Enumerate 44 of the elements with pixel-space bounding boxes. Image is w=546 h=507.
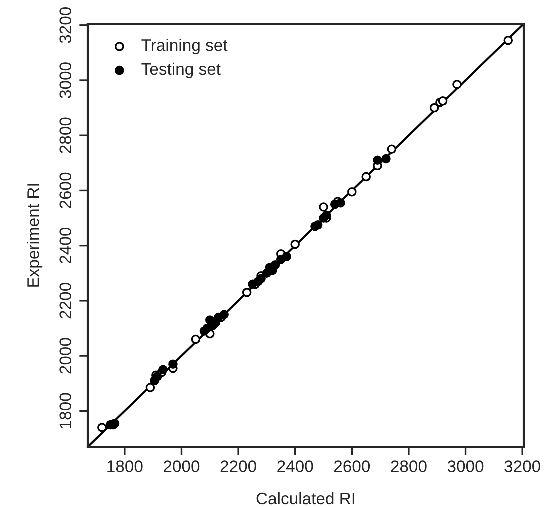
point <box>242 288 252 298</box>
y-tick-label: 2400 <box>60 228 72 264</box>
point <box>158 365 168 374</box>
point <box>430 103 440 113</box>
point <box>146 383 156 392</box>
x-tick-label: 1800 <box>108 460 143 472</box>
y-tick-label: 2600 <box>60 172 72 208</box>
x-axis-title: Calculated RI <box>256 492 354 505</box>
point <box>270 260 280 270</box>
point <box>382 154 391 164</box>
point <box>282 252 292 262</box>
legend-label: Testing set <box>142 62 221 78</box>
x-tick-label: 2000 <box>164 460 200 472</box>
point <box>373 156 382 166</box>
point <box>313 220 323 230</box>
point <box>387 144 397 154</box>
x-tick-label: 3200 <box>504 460 540 472</box>
y-tick-label: 2800 <box>60 118 72 154</box>
x-tick-label: 3000 <box>448 460 484 472</box>
x-tick-label: 2800 <box>391 460 427 472</box>
y-tick-label: 2000 <box>60 338 72 374</box>
point <box>348 187 357 197</box>
y-tick-label: 2200 <box>60 283 72 319</box>
point <box>322 210 332 220</box>
y-tick-label: 3000 <box>60 62 72 98</box>
point <box>336 198 346 208</box>
x-tick-label: 2400 <box>278 460 314 472</box>
point <box>168 360 178 369</box>
point <box>319 202 328 212</box>
point <box>504 36 514 46</box>
y-axis-title: Experiment RI <box>27 184 43 287</box>
point <box>290 240 300 250</box>
x-tick-label: 2200 <box>220 460 256 472</box>
point <box>191 334 201 344</box>
legend-label: Training set <box>142 39 228 55</box>
point <box>452 80 462 90</box>
point <box>98 423 107 432</box>
point <box>438 96 448 106</box>
y-tick-label: 1800 <box>60 393 72 428</box>
x-tick-label: 2600 <box>334 460 370 472</box>
point <box>362 172 371 182</box>
y-tick-label: 3200 <box>60 7 72 44</box>
point <box>220 310 229 320</box>
point <box>256 274 266 284</box>
